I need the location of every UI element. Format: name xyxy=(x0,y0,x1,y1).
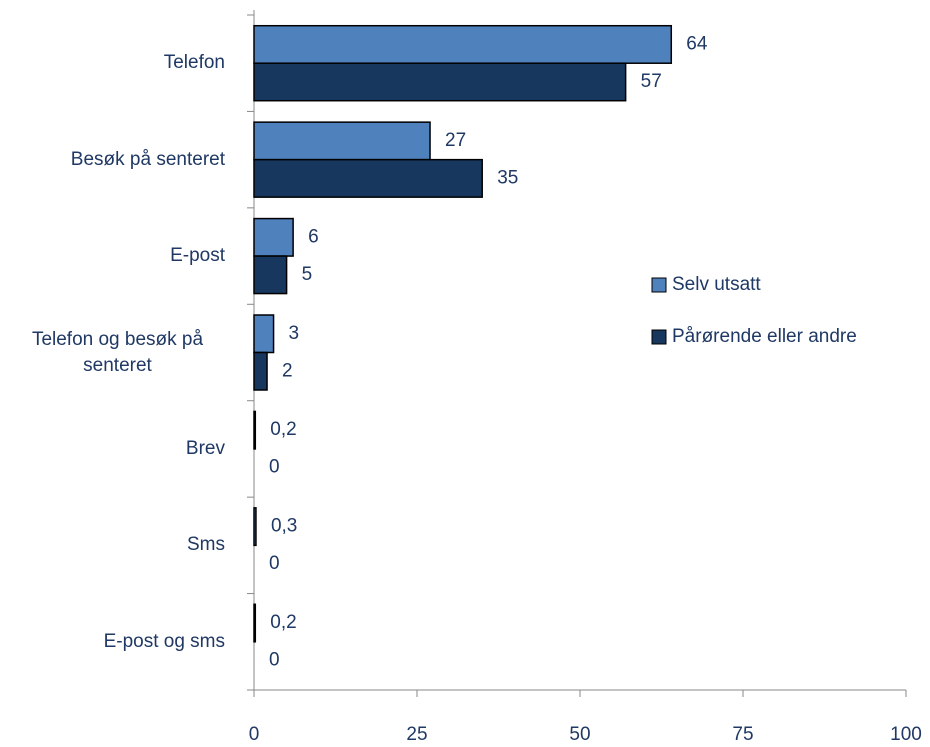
value-label: 0,2 xyxy=(270,419,296,440)
x-tick-label: 100 xyxy=(890,724,922,745)
bar xyxy=(253,507,257,547)
legend-swatch xyxy=(651,329,667,345)
bar xyxy=(253,24,673,64)
value-label: 0 xyxy=(269,650,280,671)
value-label: 0 xyxy=(269,457,280,478)
value-label: 64 xyxy=(686,33,708,54)
y-tick-label: Brev xyxy=(185,437,225,459)
bar xyxy=(253,158,483,198)
y-tick-label: Telefon xyxy=(163,52,225,74)
value-label: 0,3 xyxy=(271,516,297,537)
x-tick-label: 75 xyxy=(732,724,753,745)
y-tick-label: Telefon og besøk på senteret xyxy=(31,328,204,376)
bar xyxy=(253,255,288,295)
y-tick-label: Besøk på senteret xyxy=(70,148,225,170)
bar xyxy=(253,314,275,354)
y-tick-label: E-post og sms xyxy=(103,630,225,652)
value-label: 0,2 xyxy=(270,612,296,633)
value-label: 2 xyxy=(282,360,293,381)
value-label: 5 xyxy=(302,264,313,285)
bar xyxy=(253,121,431,161)
bar xyxy=(253,351,268,391)
value-label: 57 xyxy=(641,71,662,92)
legend-swatch xyxy=(651,277,667,293)
x-tick-label: 25 xyxy=(406,724,427,745)
legend-label: Selv utsatt xyxy=(672,274,761,295)
x-tick-label: 50 xyxy=(569,724,590,745)
legend-label: Pårørende eller andre xyxy=(672,326,857,347)
bar xyxy=(253,603,257,643)
bar xyxy=(253,62,627,102)
x-tick-label: 0 xyxy=(249,724,260,745)
value-label: 3 xyxy=(289,323,300,344)
y-tick-label: E-post xyxy=(170,245,225,267)
value-label: 27 xyxy=(445,130,466,151)
value-label: 35 xyxy=(497,167,518,188)
bar xyxy=(253,217,294,257)
bar xyxy=(253,410,257,450)
y-tick-label: Sms xyxy=(187,534,225,556)
value-label: 6 xyxy=(308,226,319,247)
value-label: 0 xyxy=(269,553,280,574)
